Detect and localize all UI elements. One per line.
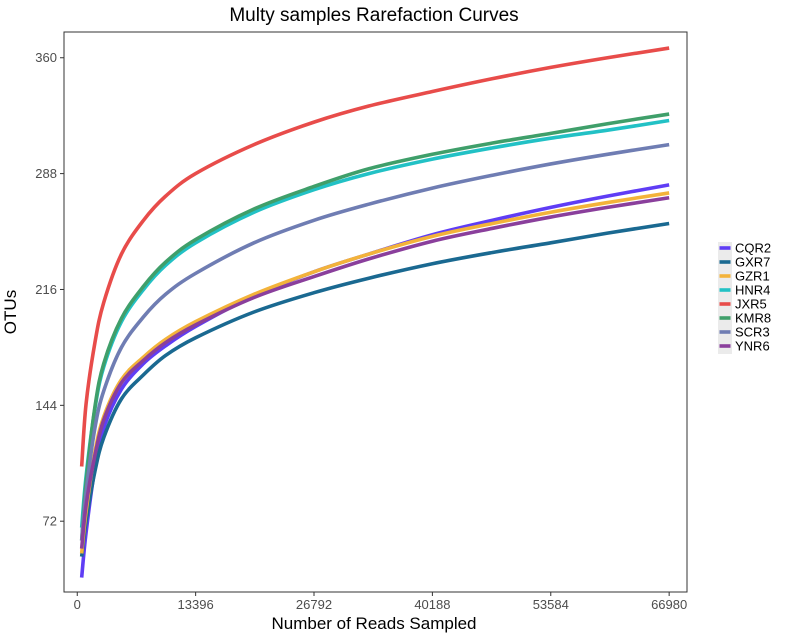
series-line-gxr7 (79, 221, 670, 557)
x-tick-label: 53584 (533, 597, 569, 612)
legend-label-ynr6: YNR6 (735, 339, 770, 354)
x-tick-label: 13396 (178, 597, 214, 612)
x-axis-title: Number of Reads Sampled (271, 614, 476, 633)
y-tick-label: 360 (35, 50, 57, 65)
series-line-ynr6 (79, 195, 670, 549)
legend-key-background (718, 242, 732, 354)
legend-label-jxr5: JXR5 (735, 297, 767, 312)
x-tick-label: 40188 (414, 597, 450, 612)
x-tick-label: 0 (74, 597, 81, 612)
axes: 0 13396 26792 40188 53584 66980 72 144 216 288 360 (35, 50, 687, 612)
x-tick-label: 66980 (651, 597, 687, 612)
plot-panel (63, 31, 688, 593)
y-tick-label: 144 (35, 398, 57, 413)
y-axis-title: OTUs (1, 290, 20, 334)
series-line-kmr8 (79, 112, 670, 541)
data-lines (79, 46, 670, 578)
legend-label-gzr1: GZR1 (735, 269, 770, 284)
y-tick-label: 216 (35, 282, 57, 297)
x-tick-label: 26792 (296, 597, 332, 612)
y-tick-label: 72 (43, 514, 57, 529)
y-tick-label: 288 (35, 166, 57, 181)
legend-label-kmr8: KMR8 (735, 311, 771, 326)
legend-label-scr3: SCR3 (735, 325, 770, 340)
legend-label-hnr4: HNR4 (735, 283, 770, 298)
legend-label-cqr2: CQR2 (735, 241, 771, 256)
chart-title: Multy samples Rarefaction Curves (229, 5, 518, 26)
series-line-jxr5 (79, 46, 670, 467)
series-line-scr3 (79, 142, 670, 541)
legend-label-gxr7: GXR7 (735, 255, 770, 270)
